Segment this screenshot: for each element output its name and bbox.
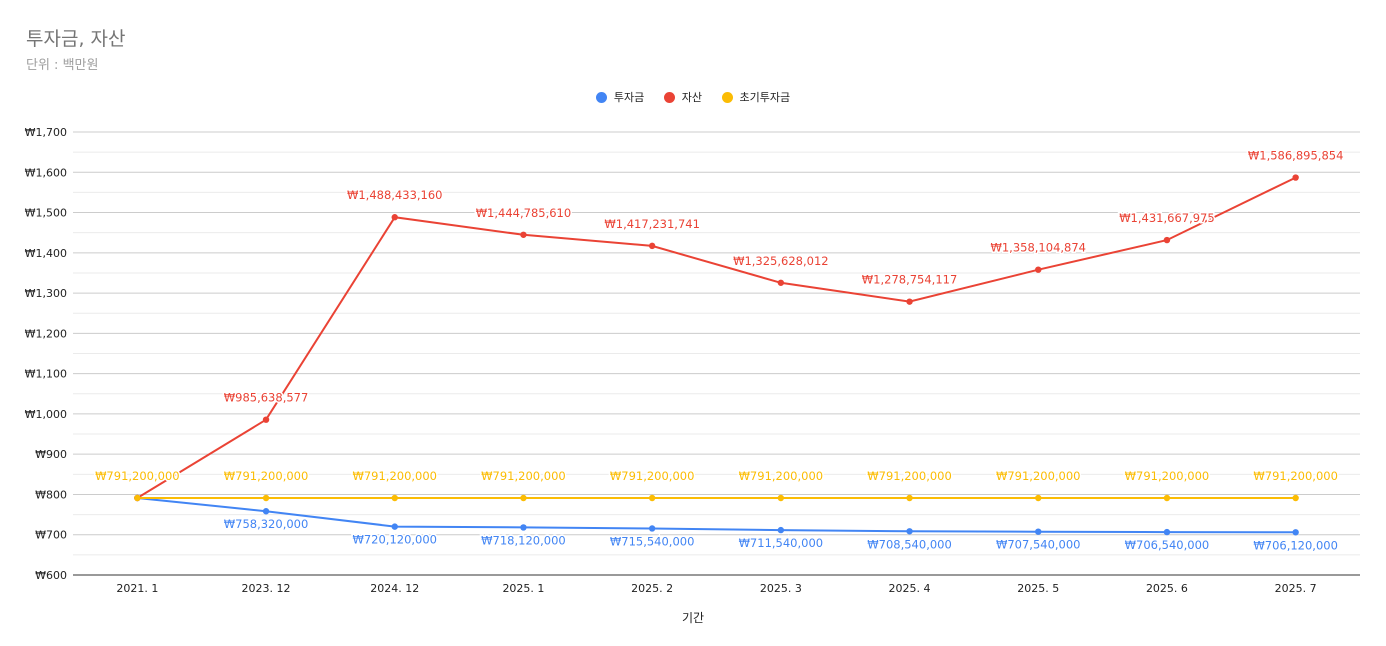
x-tick-label: 2025. 3 [760, 582, 802, 595]
legend-label-investment: 투자금 [613, 91, 645, 104]
data-point [1163, 494, 1171, 502]
data-label: ₩1,586,895,854 [1248, 149, 1344, 163]
data-point [648, 525, 656, 532]
legend-item-initial-investment[interactable]: 초기투자금 [721, 89, 791, 105]
data-label: ₩707,540,000 [996, 538, 1081, 552]
data-point [648, 242, 656, 250]
data-label: ₩711,540,000 [739, 536, 824, 550]
data-label: ₩708,540,000 [867, 537, 952, 551]
data-label: ₩791,200,000 [1253, 469, 1338, 483]
y-tick-label: ₩1,700 [25, 126, 67, 139]
data-point [1035, 528, 1042, 535]
chart-legend: 투자금 자산 초기투자금 [0, 89, 1386, 106]
data-point [1035, 266, 1042, 273]
data-label: ₩791,200,000 [996, 469, 1081, 483]
y-tick-label: ₩1,100 [25, 368, 67, 381]
y-tick-label: ₩900 [35, 448, 67, 461]
x-tick-label: 2025. 1 [502, 582, 544, 595]
data-label: ₩1,431,667,975 [1119, 211, 1215, 225]
y-tick-label: ₩1,200 [25, 327, 67, 340]
data-point [391, 494, 398, 502]
data-point [1292, 174, 1299, 181]
x-tick-label: 2024. 12 [370, 582, 419, 595]
data-label: ₩791,200,000 [1125, 469, 1210, 483]
data-label: ₩1,444,785,610 [476, 206, 572, 220]
legend-swatch-assets [663, 91, 675, 103]
data-point [262, 416, 270, 423]
data-label: ₩1,278,754,117 [862, 273, 958, 287]
data-label: ₩1,417,231,741 [604, 217, 700, 231]
data-point [777, 526, 785, 534]
y-tick-label: ₩1,300 [25, 287, 67, 300]
y-tick-label: ₩1,600 [25, 166, 67, 179]
data-label: ₩791,200,000 [224, 469, 309, 483]
data-label: ₩720,120,000 [352, 533, 437, 547]
data-point [1035, 494, 1042, 502]
data-point [1292, 494, 1299, 502]
chart-subtitle: 단위 : 백만원 [26, 58, 99, 73]
x-axis-title: 기간 [681, 611, 705, 625]
x-tick-label: 2023. 12 [242, 582, 291, 595]
y-tick-label: ₩1,000 [25, 408, 67, 421]
data-point [906, 494, 913, 502]
data-point [391, 214, 398, 221]
y-tick-label: ₩600 [35, 569, 67, 582]
data-point [1163, 236, 1171, 244]
data-point [520, 494, 527, 502]
x-tick-label: 2025. 7 [1275, 582, 1317, 595]
data-point [1292, 529, 1299, 536]
data-point [391, 523, 398, 530]
data-point [520, 524, 527, 531]
series-line-1 [136, 176, 1297, 499]
chart-title: 투자금, 자산 [26, 28, 126, 50]
data-label: ₩1,358,104,874 [990, 241, 1086, 255]
series-line-0 [137, 497, 1296, 534]
x-tick-label: 2025. 5 [1017, 582, 1059, 595]
data-point [262, 494, 270, 502]
data-point [262, 508, 270, 515]
data-label: ₩985,638,577 [224, 391, 309, 405]
legend-swatch-investment [595, 91, 607, 103]
legend-swatch-initial-investment [721, 91, 733, 103]
data-label: ₩758,320,000 [224, 517, 309, 531]
data-label: ₩791,200,000 [739, 469, 824, 483]
data-label: ₩791,200,000 [95, 469, 180, 483]
data-point [520, 231, 527, 238]
x-tick-label: 2025. 4 [889, 582, 931, 595]
data-point [134, 494, 141, 502]
data-label: ₩791,200,000 [481, 469, 566, 483]
y-tick-label: ₩700 [35, 529, 67, 542]
data-label: ₩1,488,433,160 [347, 188, 443, 202]
y-tick-label: ₩800 [35, 488, 67, 501]
legend-label-assets: 자산 [681, 91, 702, 104]
data-label: ₩715,540,000 [610, 534, 695, 548]
x-tick-label: 2021. 1 [116, 582, 158, 595]
data-label: ₩706,540,000 [1125, 538, 1210, 552]
x-tick-label: 2025. 6 [1146, 582, 1188, 595]
data-label: ₩791,200,000 [610, 469, 695, 483]
data-point [777, 279, 785, 286]
data-label: ₩718,120,000 [481, 533, 566, 547]
data-point [1163, 528, 1171, 536]
data-point [777, 494, 785, 502]
x-tick-label: 2025. 2 [631, 582, 673, 595]
data-point [906, 528, 913, 535]
data-point [648, 494, 656, 502]
data-label: ₩791,200,000 [352, 469, 437, 483]
y-tick-label: ₩1,500 [25, 207, 67, 220]
data-label: ₩1,325,628,012 [733, 254, 829, 268]
legend-label-initial-investment: 초기투자금 [739, 91, 791, 104]
data-label: ₩791,200,000 [867, 469, 952, 483]
data-point [906, 298, 913, 305]
legend-item-assets[interactable]: 자산 [663, 89, 702, 105]
legend-item-investment[interactable]: 투자금 [595, 89, 645, 105]
data-label: ₩706,120,000 [1253, 538, 1338, 552]
y-tick-label: ₩1,400 [25, 247, 67, 260]
